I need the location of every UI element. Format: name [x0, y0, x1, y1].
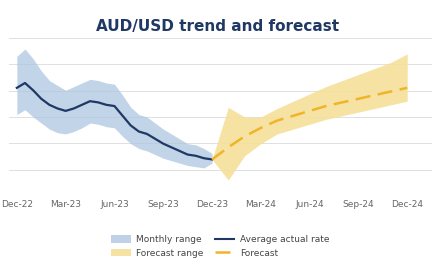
Text: AUD/USD trend and forecast: AUD/USD trend and forecast — [96, 19, 340, 34]
Legend: Monthly range, Forecast range, Average actual rate, Forecast: Monthly range, Forecast range, Average a… — [111, 235, 329, 258]
